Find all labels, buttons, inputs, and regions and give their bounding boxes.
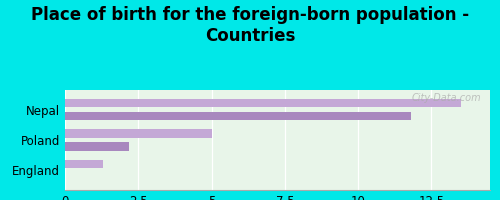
Bar [65, 99, 460, 107]
Bar [65, 112, 411, 120]
Text: Place of birth for the foreign-born population -
Countries: Place of birth for the foreign-born popu… [31, 6, 469, 45]
Text: City-Data.com: City-Data.com [412, 93, 482, 103]
Bar [65, 160, 103, 168]
Bar [65, 129, 212, 138]
Bar [65, 142, 130, 151]
